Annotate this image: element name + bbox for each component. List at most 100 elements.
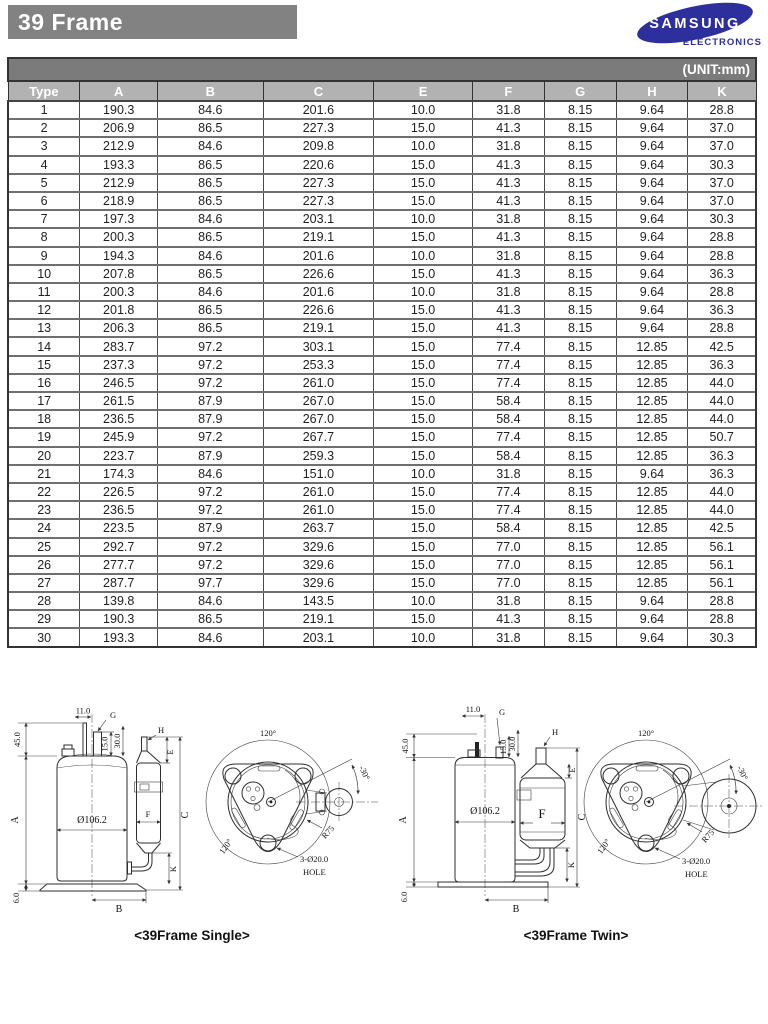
table-cell: 84.6 [157, 99, 264, 120]
table-cell: 84.6 [157, 245, 264, 266]
table-cell: 9.64 [615, 318, 689, 338]
table-cell: 15.0 [373, 427, 473, 448]
dim-diameter: Ø106.2 [77, 815, 107, 826]
table-cell: 15.0 [373, 336, 473, 357]
table-cell: 201.6 [262, 281, 375, 302]
dim-B: B [513, 904, 520, 915]
table-cell: 87.9 [157, 409, 264, 429]
table-row: 24 223.5 87.9 263.7 15.0 58.4 8.15 12.85 42.5 [7, 518, 758, 539]
table-cell: 9.64 [615, 118, 689, 138]
table-cell: 259.3 [262, 445, 375, 466]
table-cell: 2 [7, 118, 81, 138]
table-cell: 41.3 [471, 172, 545, 193]
table-cell: 44.0 [687, 409, 758, 429]
column-header: K [687, 80, 757, 102]
dim-A: A [398, 816, 409, 824]
table-cell: 201.6 [262, 245, 375, 266]
table-cell: 8.15 [543, 263, 617, 284]
table-cell: 50.7 [687, 427, 758, 448]
dim-45: 45.0 [12, 732, 22, 747]
unit-row: (UNIT:mm) [7, 57, 757, 82]
table-cell: 12.85 [615, 445, 689, 466]
table-cell: 151.0 [262, 463, 375, 484]
table-cell: 12.85 [615, 481, 689, 502]
column-header: E [373, 80, 473, 102]
table-cell: 16 [7, 372, 81, 393]
table-cell: 31.8 [471, 99, 545, 120]
table-row: 18 236.5 87.9 267.0 15.0 58.4 8.15 12.85 44.0 [7, 409, 758, 429]
table-cell: 329.6 [262, 554, 375, 575]
table-cell: 8.15 [543, 245, 617, 266]
table-cell: 8.15 [543, 554, 617, 575]
table-cell: 30.3 [687, 154, 758, 175]
table-cell: 41.3 [471, 190, 545, 211]
base-plate [437, 881, 549, 888]
table-row: 29 190.3 86.5 219.1 15.0 41.3 8.15 9.64 28.8 [7, 609, 758, 629]
dim-E: E [165, 749, 175, 754]
table-cell: 193.3 [79, 154, 159, 175]
table-cell: 8.15 [543, 372, 617, 393]
table-cell: 84.6 [157, 209, 264, 229]
column-header: G [543, 80, 617, 102]
table-cell: 3 [7, 136, 81, 157]
table-cell: 97.2 [157, 554, 264, 575]
table-row: 16 246.5 97.2 261.0 15.0 77.4 8.15 12.85 44.0 [7, 372, 758, 393]
table-cell: 292.7 [79, 536, 159, 557]
table-cell: 97.2 [157, 536, 264, 557]
dim-11: 11.0 [466, 704, 481, 714]
table-cell: 31.8 [471, 463, 545, 484]
table-cell: 9.64 [615, 609, 689, 629]
table-cell: 86.5 [157, 172, 264, 193]
twin-frame-diagram: 11.0 G 15.0 30.0 45.0 A 6.0 Ø106.2 F [398, 704, 764, 915]
table-cell: 37.0 [687, 172, 758, 193]
table-cell: 261.0 [262, 372, 375, 393]
table-cell: 15.0 [373, 445, 473, 466]
table-cell: 8.15 [543, 118, 617, 138]
table-cell: 246.5 [79, 372, 159, 393]
samsung-logo-oval-icon [637, 2, 753, 44]
table-cell: 15.0 [373, 554, 473, 575]
accumulator [136, 762, 161, 844]
table-cell: 8.15 [543, 463, 617, 484]
table-cell: 15.0 [373, 481, 473, 502]
table-cell: 1 [7, 99, 81, 120]
table-cell: 28 [7, 591, 81, 611]
table-cell: 9.64 [615, 263, 689, 284]
table-cell: 9.64 [615, 209, 689, 229]
table-cell: 209.8 [262, 136, 375, 157]
table-cell: 86.5 [157, 190, 264, 211]
table-cell: 303.1 [262, 336, 375, 357]
table-cell: 226.5 [79, 481, 159, 502]
table-cell: 143.5 [262, 591, 375, 611]
spec-table: (UNIT:mm) Type A B C E F G H K 1 190.3 84.6 201.6 10… [7, 57, 758, 648]
table-cell: 200.3 [79, 227, 159, 248]
table-cell: 10.0 [373, 209, 473, 229]
samsung-logo: SAMSUNG ELECTRONICS [637, 2, 761, 48]
table-cell: 97.2 [157, 500, 264, 520]
dim-H: H [158, 725, 164, 735]
dim-B: B [116, 904, 123, 915]
table-row: 21 174.3 84.6 151.0 10.0 31.8 8.15 9.64 36.3 [7, 463, 758, 484]
single-frame-diagram: 11.0 G 15.0 30.0 45.0 A 6.0 Ø106.2 F [10, 706, 378, 916]
table-cell: 7 [7, 209, 81, 229]
table-cell: 77.4 [471, 427, 545, 448]
table-cell: 8.15 [543, 427, 617, 448]
single-side-view: 11.0 G 15.0 30.0 45.0 A 6.0 Ø106.2 F [10, 706, 191, 916]
dim-11: 11.0 [76, 706, 91, 716]
table-cell: 17 [7, 390, 81, 411]
table-cell: 5 [7, 172, 81, 193]
table-cell: 41.3 [471, 609, 545, 629]
table-cell: 77.4 [471, 481, 545, 502]
table-cell: 12.85 [615, 354, 689, 375]
table-cell: 41.3 [471, 118, 545, 138]
table-cell: 8.15 [543, 481, 617, 502]
dim-15: 15.0 [498, 740, 508, 755]
column-header: B [157, 80, 264, 102]
table-cell: 58.4 [471, 390, 545, 411]
table-cell: 28.8 [687, 591, 758, 611]
table-cell: 9.64 [615, 300, 689, 320]
mounting-hole [637, 834, 655, 852]
table-cell: 84.6 [157, 627, 264, 648]
table-cell: 10.0 [373, 99, 473, 120]
